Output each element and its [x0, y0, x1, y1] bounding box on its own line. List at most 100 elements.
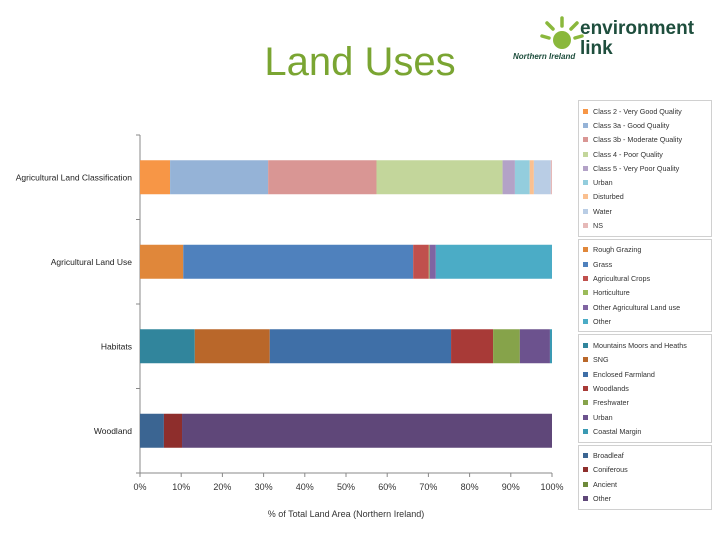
bar-segment-mountains-moors-and-heaths [140, 329, 195, 364]
legend-swatch [583, 194, 588, 200]
bar-segment-ns [550, 160, 552, 195]
logo-wordmark-line1: environment [580, 18, 695, 39]
bar-segment-class-3b-moderate-quality [268, 160, 377, 195]
legend-item: Other [583, 314, 707, 328]
bar-segment-grass [183, 244, 414, 279]
legend-swatch [583, 414, 588, 420]
legend-item: Horticulture [583, 286, 707, 300]
legend-label: Freshwater [593, 398, 629, 408]
bar-segment-sng [194, 329, 270, 364]
bar-segment-woodlands [451, 329, 494, 364]
legend-label: Other [593, 316, 611, 326]
bar-segment-class-2-very-good-quality [140, 160, 171, 195]
bar-segment-freshwater [493, 329, 520, 364]
legend-item: Ancient [583, 477, 707, 491]
legend-label: Woodlands [593, 383, 629, 393]
legend-label: Coniferous [593, 465, 628, 475]
legend-item: Rough Grazing [583, 243, 707, 257]
legend-swatch [583, 357, 588, 363]
legend-item: Disturbed [583, 190, 707, 204]
legend-swatch [583, 151, 588, 157]
legend-swatch [583, 343, 588, 349]
logo-region: Northern Ireland [513, 52, 576, 61]
bar-segment-urban [519, 329, 550, 364]
legend-item: Mountains Moors and Heaths [583, 338, 707, 352]
x-axis-label: % of Total Land Area (Northern Ireland) [268, 509, 424, 519]
x-tick-label: 0% [133, 482, 146, 492]
legend-label: Other [593, 494, 611, 504]
x-tick-label: 70% [419, 482, 437, 492]
legend-swatch [583, 385, 588, 391]
legend-label: NS [593, 221, 603, 231]
x-tick-label: 20% [213, 482, 231, 492]
legend-item: Coniferous [583, 463, 707, 477]
legend-swatch [583, 247, 588, 253]
legend-group: Mountains Moors and Heaths SNG Enclosed Fa… [578, 334, 712, 443]
legend-label: Horticulture [593, 288, 630, 298]
environment-link-logo: environment link Northern Ireland [510, 12, 710, 72]
legend-item: Class 4 - Poor Quality [583, 147, 707, 161]
legend-swatch [583, 223, 588, 229]
legend-label: Coastal Margin [593, 426, 642, 436]
legend-swatch [583, 180, 588, 186]
legend-label: Rough Grazing [593, 245, 642, 255]
legend-item: Coastal Margin [583, 424, 707, 438]
x-tick-label: 90% [502, 482, 520, 492]
legend-swatch [583, 261, 588, 267]
legend-item: Other [583, 491, 707, 505]
bar-segment-class-3a-good-quality [170, 160, 269, 195]
legend-swatch [583, 318, 588, 324]
bar-segment-other-agricultural-land-use [429, 244, 436, 279]
legend-swatch [583, 481, 588, 487]
x-tick-label: 100% [540, 482, 563, 492]
legend-label: Class 3a - Good Quality [593, 120, 670, 130]
legend-item: Class 3b - Moderate Quality [583, 133, 707, 147]
legend-item: Grass [583, 257, 707, 271]
sun-logo-icon [540, 16, 584, 49]
x-tick-label: 40% [296, 482, 314, 492]
legend-group: Rough Grazing Grass Agricultural Crops Hort… [578, 238, 712, 333]
legend-label: Class 4 - Poor Quality [593, 149, 663, 159]
legend-swatch [583, 108, 588, 114]
legend-swatch [583, 275, 588, 281]
legend-item: Freshwater [583, 396, 707, 410]
legend-swatch [583, 304, 588, 310]
legend-label: Grass [593, 259, 613, 269]
bar-segment-coniferous [163, 413, 183, 448]
legend-item: Water [583, 204, 707, 218]
legend-label: SNG [593, 355, 609, 365]
bar-segment-broadleaf [140, 413, 164, 448]
legend-item: NS [583, 218, 707, 232]
category-label: Agricultural Land Use [51, 257, 133, 267]
page-title: Land Uses [264, 40, 456, 84]
x-tick-label: 80% [461, 482, 479, 492]
bar-segment-rough-grazing [140, 244, 184, 279]
legend-swatch [583, 467, 588, 473]
legend-item: Urban [583, 410, 707, 424]
legend-label: Broadleaf [593, 451, 624, 461]
legend-item: SNG [583, 353, 707, 367]
legend-label: Disturbed [593, 192, 624, 202]
legend-item: Class 5 - Very Poor Quality [583, 161, 707, 175]
legend-label: Agricultural Crops [593, 273, 651, 283]
legend-label: Ancient [593, 479, 617, 489]
legend-item: Class 2 - Very Good Quality [583, 104, 707, 118]
legend-label: Class 5 - Very Poor Quality [593, 163, 680, 173]
category-label: Habitats [101, 341, 132, 351]
legend-item: Other Agricultural Land use [583, 300, 707, 314]
logo-wordmark-line2: link [580, 38, 613, 59]
bar-segment-class-4-poor-quality [376, 160, 503, 195]
legend-item: Agricultural Crops [583, 271, 707, 285]
legend-swatch [583, 496, 588, 502]
legend-group: Class 2 - Very Good Quality Class 3a - Go… [578, 100, 712, 237]
legend-swatch [583, 165, 588, 171]
legend-label: Class 3b - Moderate Quality [593, 135, 683, 145]
legend-label: Other Agricultural Land use [593, 302, 681, 312]
legend-item: Class 3a - Good Quality [583, 118, 707, 132]
x-tick-label: 30% [255, 482, 273, 492]
legend-swatch [583, 290, 588, 296]
chart-legend: Class 2 - Very Good Quality Class 3a - Go… [578, 100, 712, 512]
legend-swatch [583, 137, 588, 143]
legend-swatch [583, 428, 588, 434]
